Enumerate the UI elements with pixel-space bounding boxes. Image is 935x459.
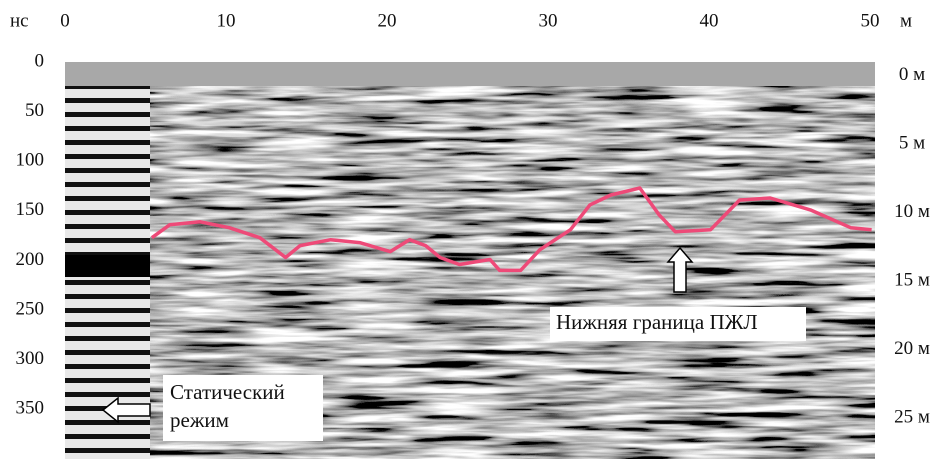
y2-tick-label: 25 м [894,406,930,427]
y-tick-label: 200 [16,249,45,270]
annotation-static: Статический режим [101,375,323,441]
x-unit: м [900,10,912,31]
arrow-up [666,246,694,293]
annotation-text: Нижняя граница ПЖЛ [556,310,758,334]
y-tick-label: 250 [16,298,45,319]
y-tick-label: 300 [16,348,45,369]
y2-tick-label: 5 м [899,132,925,153]
x-tick-label: 0 [60,10,70,31]
y2-tick-label: 10 м [894,201,930,222]
x-tick-label: 30 [539,10,558,31]
x-tick-label: 50 [861,10,880,31]
y-tick-label: 350 [16,398,45,419]
x-tick-label: 40 [700,10,719,31]
x-tick-label: 20 [378,10,397,31]
y-tick-label: 0 [35,50,45,71]
air-band [65,62,875,86]
y-tick-label: 150 [16,199,45,220]
boundary-line [150,186,872,273]
annotation-text: режим [170,408,229,432]
annotation-boundary: Нижняя граница ПЖЛ [550,246,806,341]
x-tick-label: 10 [217,10,236,31]
y-tick-label: 100 [16,150,45,171]
annotation-text: Статический [170,380,285,404]
y-tick-label: 50 [25,100,44,121]
y2-tick-label: 0 м [899,64,925,85]
y2-tick-label: 20 м [894,338,930,359]
y2-tick-label: 15 м [894,269,930,290]
radargram [65,62,875,459]
arrow-left [101,396,151,424]
y-unit: нс [10,10,29,31]
